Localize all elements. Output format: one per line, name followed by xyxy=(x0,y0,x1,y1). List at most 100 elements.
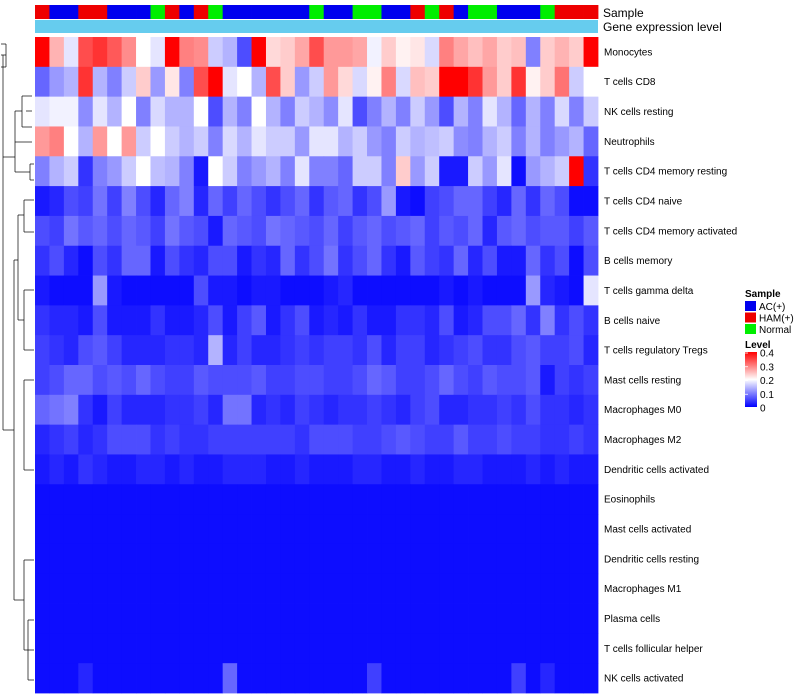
heatmap-cell xyxy=(121,424,137,455)
heatmap-cell xyxy=(107,663,123,694)
heatmap-cell xyxy=(338,126,353,157)
heatmap-cell xyxy=(338,573,353,604)
heatmap-cell xyxy=(92,543,108,575)
heatmap-cell xyxy=(352,543,368,575)
heatmap-cell xyxy=(511,305,527,336)
heatmap-cell xyxy=(251,663,267,694)
heatmap-cell xyxy=(496,454,512,485)
heatmap-cell xyxy=(35,394,50,426)
row-label-t-cells-follicular-helper: T cells follicular helper xyxy=(604,644,703,655)
sample-legend-swatch-normal xyxy=(745,324,756,334)
heatmap-cell xyxy=(381,365,397,396)
heatmap-cell xyxy=(121,603,137,634)
heatmap-cell xyxy=(193,424,209,455)
heatmap-cell xyxy=(193,126,209,157)
heatmap-cell xyxy=(237,603,252,634)
heatmap-cell xyxy=(583,186,599,217)
heatmap-cell xyxy=(164,454,180,485)
heatmap-cell xyxy=(222,633,238,664)
heatmap-cell xyxy=(92,394,108,426)
heatmap-cell xyxy=(439,245,455,276)
sample-annotation-cell xyxy=(424,5,440,19)
heatmap-cell xyxy=(439,305,455,336)
heatmap-cell xyxy=(410,275,426,306)
heatmap-cell xyxy=(237,394,252,426)
heatmap-cell xyxy=(583,394,599,426)
heatmap-cell xyxy=(63,335,79,366)
heatmap-cell xyxy=(121,305,137,336)
heatmap-cell xyxy=(136,335,151,366)
heatmap-cell xyxy=(323,633,339,664)
heatmap-cell xyxy=(323,245,339,276)
heatmap-cell xyxy=(439,215,455,247)
row-label-eosinophils: Eosinophils xyxy=(604,495,655,506)
sample-annotation-cell xyxy=(338,5,353,19)
heatmap-cell xyxy=(237,335,252,366)
heatmap-cell xyxy=(309,245,325,276)
heatmap-cell xyxy=(569,603,584,634)
sample-annotation-cell xyxy=(323,5,339,19)
sample-annotation-cell xyxy=(395,5,411,19)
heatmap-cell xyxy=(468,365,483,396)
heatmap-cell xyxy=(294,454,310,485)
sample-annotation-cell xyxy=(164,5,180,19)
heatmap-cell xyxy=(468,484,483,515)
heatmap-cell xyxy=(352,394,368,426)
heatmap-cell xyxy=(150,215,166,247)
heatmap-cell xyxy=(222,66,238,98)
heatmap-cell xyxy=(511,514,527,545)
heatmap-cell xyxy=(63,156,79,187)
heatmap-cell xyxy=(294,484,310,515)
heatmap-cell xyxy=(439,156,455,187)
heatmap-cell xyxy=(540,514,556,545)
heatmap-cell xyxy=(540,454,556,485)
heatmap-cell xyxy=(381,424,397,455)
heatmap-cell xyxy=(569,424,584,455)
heatmap-cell xyxy=(265,126,281,157)
heatmap-cell xyxy=(367,96,382,127)
heatmap-cell xyxy=(63,424,79,455)
heatmap-cell xyxy=(150,543,166,575)
heatmap-cell xyxy=(583,245,599,276)
heatmap-cell xyxy=(107,633,123,664)
heatmap-cell xyxy=(525,394,541,426)
heatmap-cell xyxy=(554,514,570,545)
heatmap-cell xyxy=(410,663,426,694)
heatmap-cell xyxy=(251,484,267,515)
heatmap-cell xyxy=(569,215,584,247)
heatmap-cell xyxy=(150,66,166,98)
heatmap-cell xyxy=(410,126,426,157)
heatmap-cell xyxy=(280,543,296,575)
heatmap-cell xyxy=(121,394,137,426)
sample-annotation-cell xyxy=(367,5,382,19)
heatmap-cell xyxy=(410,633,426,664)
heatmap-cell xyxy=(554,663,570,694)
heatmap-cell xyxy=(309,215,325,247)
heatmap-cell xyxy=(554,305,570,336)
heatmap-cell xyxy=(338,275,353,306)
heatmap-cell xyxy=(222,96,238,127)
heatmap-cell xyxy=(121,96,137,127)
heatmap-cell xyxy=(150,156,166,187)
heatmap-cell xyxy=(294,37,310,68)
heatmap-cell xyxy=(35,663,50,694)
heatmap-cell xyxy=(511,156,527,187)
heatmap-cell xyxy=(49,484,65,515)
heatmap-cell xyxy=(352,275,368,306)
sample-legend-label-ham: HAM(+) xyxy=(759,314,794,325)
heatmap-cell xyxy=(294,215,310,247)
sample-annotation-cell xyxy=(511,5,527,19)
heatmap-cell xyxy=(193,394,209,426)
heatmap-cell xyxy=(294,633,310,664)
heatmap-cell xyxy=(121,126,137,157)
heatmap-cell xyxy=(251,156,267,187)
heatmap-cell xyxy=(150,484,166,515)
heatmap-cell xyxy=(193,543,209,575)
sample-annotation-cell xyxy=(107,5,123,19)
sample-annotation-cell xyxy=(309,5,325,19)
heatmap-cell xyxy=(280,215,296,247)
heatmap-cell xyxy=(107,245,123,276)
heatmap-cell xyxy=(352,603,368,634)
heatmap-cell xyxy=(150,394,166,426)
